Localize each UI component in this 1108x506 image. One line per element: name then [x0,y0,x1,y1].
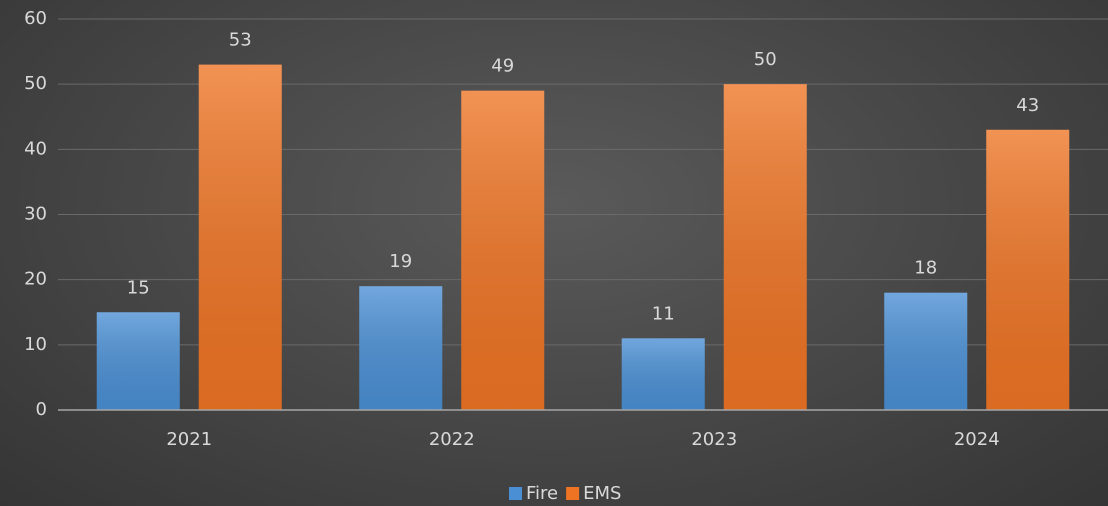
x-tick-label: 2023 [691,429,737,450]
data-label: 43 [1016,95,1039,116]
y-tick-label: 60 [24,8,47,29]
bar-sheen [986,129,1070,411]
y-tick-label: 30 [24,204,47,225]
y-tick-label: 50 [24,73,47,94]
data-label: 53 [229,30,252,51]
legend-label: EMS [583,483,621,504]
data-label: 49 [491,56,514,77]
legend-swatch [566,487,580,500]
x-tick-label: 2022 [429,429,475,450]
bar-sheen [884,292,968,410]
x-tick-label: 2021 [166,429,212,450]
y-tick-label: 20 [24,269,47,290]
x-tick-label: 2024 [954,429,1000,450]
data-label: 50 [754,49,777,70]
y-tick-label: 0 [36,399,47,420]
data-label: 11 [652,303,675,324]
bar-sheen [461,90,545,410]
data-label: 19 [389,251,412,272]
legend-label: Fire [526,483,558,504]
legend-swatch [509,487,522,500]
bar-sheen [198,64,282,410]
bar-sheen [621,338,705,410]
y-tick-label: 40 [24,138,47,159]
bar-sheen [96,312,180,410]
data-label: 18 [914,258,937,279]
bar-sheen [723,84,807,411]
data-label: 15 [127,277,150,298]
y-tick-label: 10 [24,334,47,355]
bar-sheen [359,286,443,410]
